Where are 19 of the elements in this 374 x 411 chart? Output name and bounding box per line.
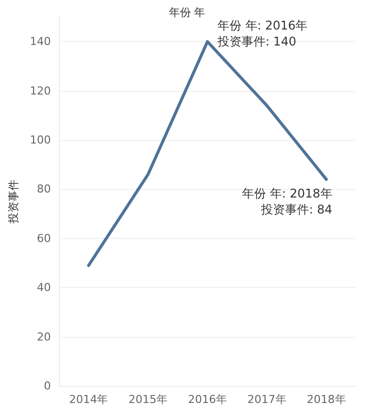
- annotation: 年份 年: 2018年: [242, 186, 332, 200]
- x-tick-label: 2018年: [306, 393, 346, 406]
- annotation: 年份 年: 2016年: [217, 18, 308, 33]
- y-axis-title: 投资事件: [7, 180, 20, 224]
- y-tick-label: 80: [36, 182, 51, 196]
- x-tick-label: 2016年: [188, 393, 227, 406]
- y-tick-label: 20: [36, 330, 51, 344]
- y-tick-label: 40: [36, 281, 51, 294]
- x-tick-label: 2015年: [128, 393, 168, 406]
- y-tick-label: 0: [44, 380, 51, 392]
- y-tick-label: 60: [36, 232, 51, 245]
- annotation: 投资事件: 84: [260, 202, 332, 216]
- y-tick-label: 100: [30, 134, 51, 146]
- y-tick-label: 140: [30, 35, 51, 48]
- x-tick-label: 2017年: [247, 393, 286, 406]
- x-tick-label: 2014年: [69, 393, 108, 406]
- y-tick-label: 120: [30, 84, 51, 98]
- x-axis-title: 年份 年: [168, 6, 206, 19]
- annotation: 投资事件: 140: [216, 34, 296, 49]
